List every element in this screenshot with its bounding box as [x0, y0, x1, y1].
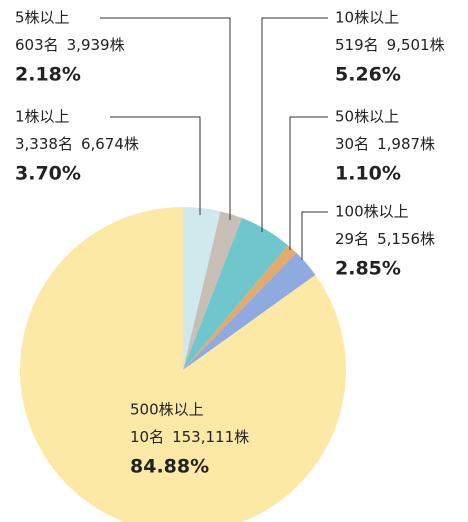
slice-label: 50株以上: [335, 108, 399, 126]
pie-slice: [183, 252, 316, 370]
holders: 10名: [130, 428, 164, 446]
shares: 1,987株: [377, 135, 435, 153]
slice-detail: 603名 3,939株: [15, 36, 125, 54]
leader-line: [100, 17, 231, 220]
holders: 519名: [335, 36, 379, 54]
value-label: 2.18%: [15, 64, 81, 86]
shares: 153,111株: [172, 428, 249, 446]
shares: 9,501株: [387, 36, 445, 54]
slice-label: 500株以上: [130, 401, 204, 419]
slice-detail: 3,338名 6,674株: [15, 135, 139, 153]
value-label: 3.70%: [15, 163, 81, 185]
pie-slice: [183, 207, 221, 370]
slice-label: 1株以上: [15, 108, 70, 126]
slice-label: 5株以上: [15, 9, 70, 27]
shares: 3,939株: [67, 36, 125, 54]
slice-detail: 10名 153,111株: [130, 428, 249, 446]
slice-detail: 29名 5,156株: [335, 230, 435, 248]
value-label: 5.26%: [335, 64, 401, 86]
slice-label: 10株以上: [335, 9, 399, 27]
slice-detail: 30名 1,987株: [335, 135, 435, 153]
holders: 603名: [15, 36, 59, 54]
holders: 30名: [335, 135, 369, 153]
leader-line: [289, 116, 328, 250]
pie-slice: [183, 211, 242, 370]
leader-line: [110, 116, 201, 215]
value-label: 84.88%: [130, 456, 209, 478]
value-label: 2.85%: [335, 258, 401, 280]
pie-slice: [183, 245, 297, 370]
pie-slice: [20, 207, 346, 522]
slice-detail: 519名 9,501株: [335, 36, 445, 54]
leader-line: [261, 17, 328, 232]
leader-line: [301, 211, 328, 260]
pie-slice: [183, 218, 289, 370]
shares: 5,156株: [377, 230, 435, 248]
slice-label: 100株以上: [335, 203, 409, 221]
value-label: 1.10%: [335, 163, 401, 185]
shares: 6,674株: [81, 135, 139, 153]
holders: 3,338名: [15, 135, 73, 153]
holders: 29名: [335, 230, 369, 248]
